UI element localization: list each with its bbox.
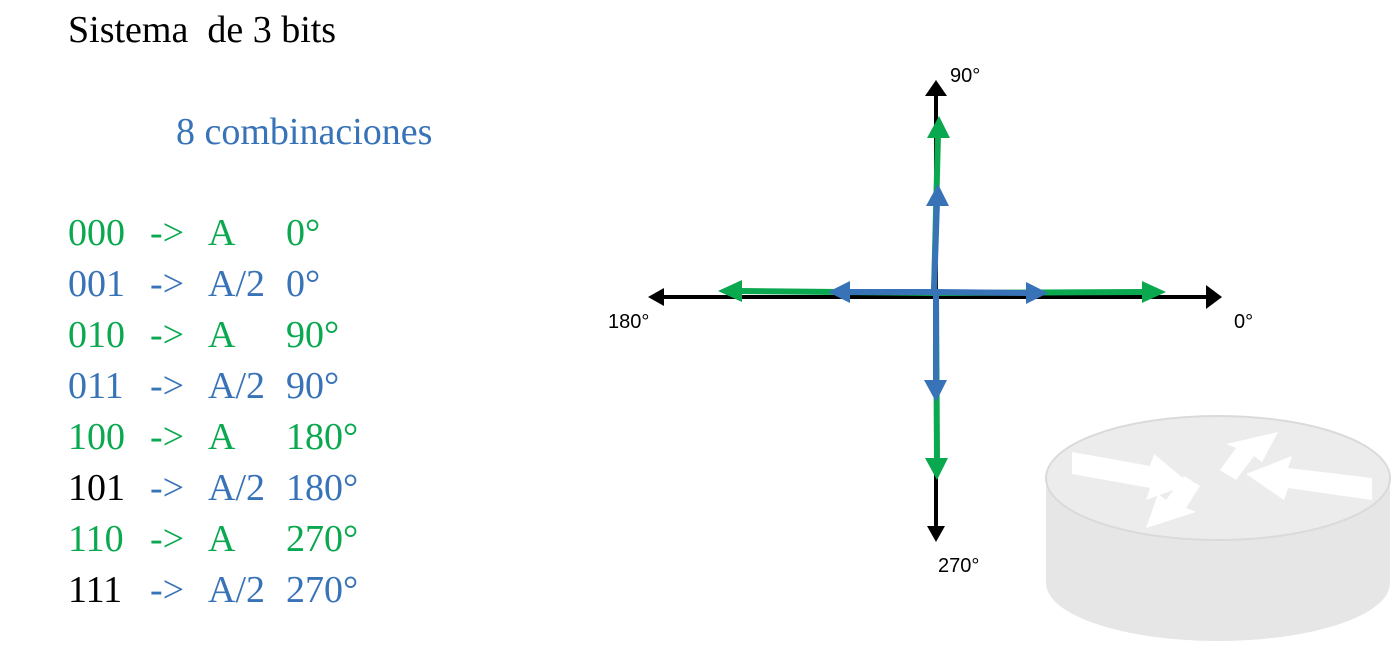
combination-arrow: -> <box>150 212 185 254</box>
label-270: 270° <box>938 555 979 577</box>
combination-amplitude: A <box>208 518 236 560</box>
axis-arrowhead-270 <box>927 526 945 542</box>
combination-arrow: -> <box>150 569 185 611</box>
combination-phase: 0° <box>286 263 321 305</box>
vector-A2-180-head <box>828 281 850 303</box>
label-90: 90° <box>950 65 980 87</box>
combination-code: 100 <box>68 416 125 458</box>
combination-code: 011 <box>68 365 124 407</box>
combination-amplitude: A/2 <box>208 467 265 509</box>
combination-code: 000 <box>68 212 125 254</box>
page-title: Sistema de 3 bits <box>68 9 337 51</box>
axis-arrowhead-0 <box>1206 285 1222 309</box>
combination-phase: 270° <box>286 569 359 611</box>
combination-amplitude: A/2 <box>208 365 265 407</box>
vector-A-270-head <box>925 458 948 480</box>
combination-code: 101 <box>68 467 125 509</box>
combination-code: 010 <box>68 314 125 356</box>
vector-A2-0 <box>935 289 1029 296</box>
combination-amplitude: A <box>208 314 236 356</box>
vector-A2-0-head <box>1026 282 1048 304</box>
axis-arrowhead-180 <box>648 288 664 306</box>
combination-code: 111 <box>68 569 123 611</box>
combination-phase: 90° <box>286 314 340 356</box>
vector-A-0-head <box>1142 281 1166 303</box>
combination-code: 001 <box>68 263 125 305</box>
router-icon <box>1045 415 1391 641</box>
combination-amplitude: A <box>208 416 236 458</box>
combination-phase: 270° <box>286 518 359 560</box>
combination-amplitude: A/2 <box>208 263 265 305</box>
combination-arrow: -> <box>150 314 185 356</box>
blue-vectors <box>828 184 1048 402</box>
vector-A2-270-head <box>924 380 947 402</box>
subtitle: 8 combinaciones <box>176 111 433 153</box>
combination-amplitude: A/2 <box>208 569 265 611</box>
combination-amplitude: A <box>208 212 236 254</box>
combination-arrow: -> <box>150 467 185 509</box>
vector-A2-90-head <box>926 184 949 206</box>
combination-phase: 180° <box>286 416 359 458</box>
combination-phase: 180° <box>286 467 359 509</box>
vector-A2-90 <box>931 201 940 293</box>
combination-phase: 90° <box>286 365 340 407</box>
combination-arrow: -> <box>150 416 185 458</box>
combination-arrow: -> <box>150 263 185 305</box>
label-0: 0° <box>1234 311 1253 333</box>
combination-phase: 0° <box>286 212 321 254</box>
vector-A-90-head <box>927 116 950 138</box>
combination-arrow: -> <box>150 518 185 560</box>
combination-arrow: -> <box>150 365 185 407</box>
vector-A-180-head <box>718 280 742 302</box>
axis-arrowhead-90 <box>925 80 947 96</box>
combination-code: 110 <box>68 518 124 560</box>
label-180: 180° <box>608 311 649 333</box>
